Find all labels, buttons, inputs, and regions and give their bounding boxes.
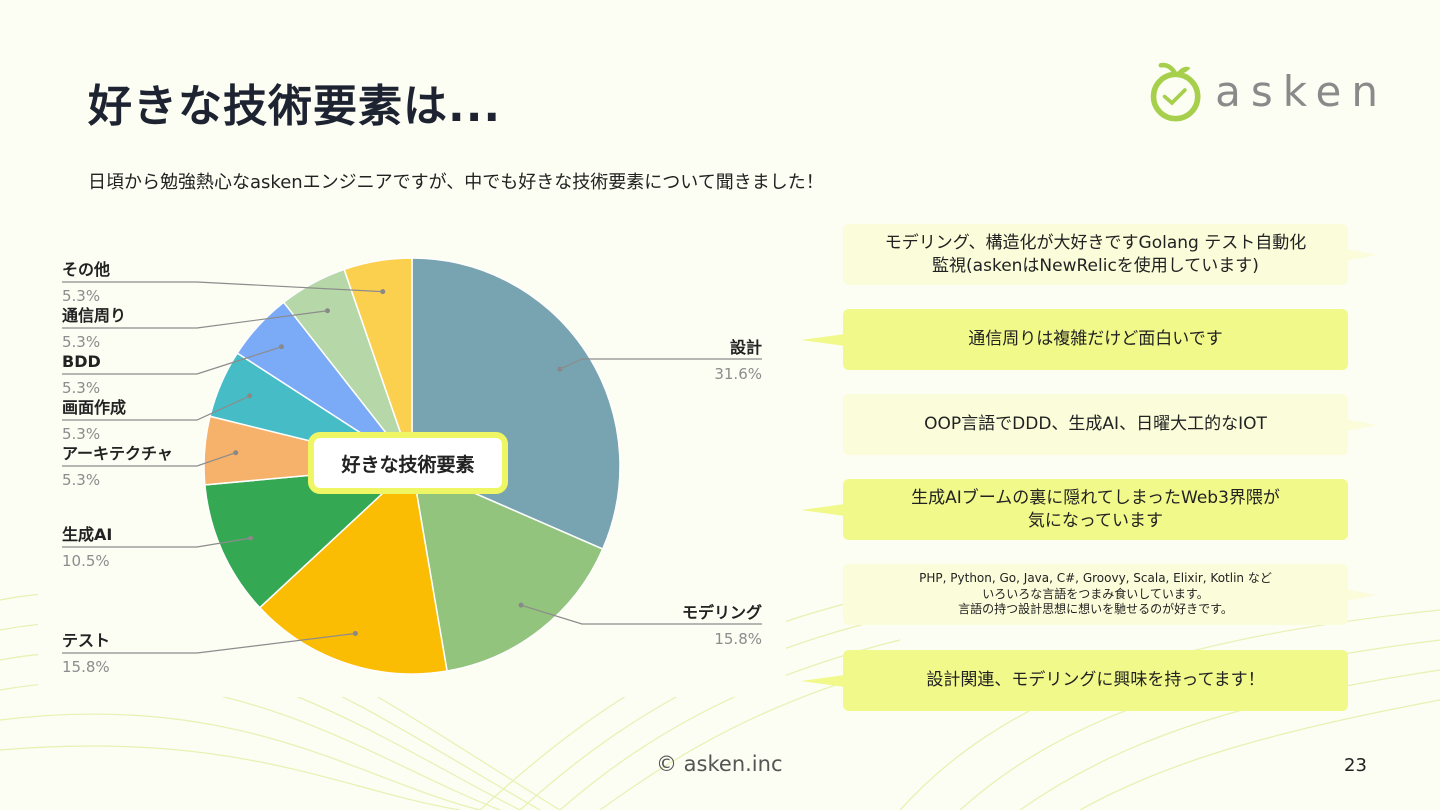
comment-bubble: 通信周りは複雑だけど面白いです [843,309,1348,370]
comment-bubble: モデリング、構造化が大好きですGolang テスト自動化 監視(askenはNe… [843,224,1348,285]
slice-label: 画面作成 [62,398,126,417]
slice-label: テスト [62,631,110,650]
comment-text: OOP言語でDDD、生成AI、日曜大工的なIOT [924,414,1267,435]
slice-value-label: 5.3% [62,425,100,443]
leader-line [62,537,251,548]
comment-text: モデリング、構造化が大好きですGolang テスト自動化 監視(askenはNe… [884,233,1307,276]
slice-label: 通信周り [62,306,126,325]
page-number: 23 [1344,755,1367,776]
pie-slice-4 [204,465,415,609]
leader-line [62,346,282,375]
comment-text: 通信周りは複雑だけど面白いです [968,329,1223,350]
slice-value-label: 5.3% [62,379,100,397]
pie-slice-3 [258,464,448,675]
pie-chart: 設計 31.6% モデリング 15.8% テスト 15.8% 生成AI 10.5% アーキテクチ… [38,235,786,697]
slice-label: 生成AI [62,525,112,544]
leader-line [62,632,356,654]
slice-label: アーキテクチャ [62,444,173,463]
pie-slice-9 [343,257,413,467]
comment-bubble: 設計関連、モデリングに興味を持ってます！ [843,650,1348,711]
slice-label: BDD [62,352,101,371]
slice-value-label: 15.8% [714,630,762,648]
leader-line [62,310,328,329]
slice-value-label: 5.3% [62,333,100,351]
comment-bubble: PHP, Python, Go, Java, C#, Groovy, Scala… [843,564,1348,625]
page-title: 好きな技術要素は... [88,81,502,132]
comment-text: 設計関連、モデリングに興味を持ってます！ [926,670,1265,691]
leader-line [520,604,762,625]
chart-title: 好きな技術要素 [308,432,508,494]
apple-logo-icon [1150,62,1201,122]
logo-wordmark: asken [1215,66,1388,116]
comment-text: 生成AIブームの裏に隠れてしまったWeb3界隈が 気になっています [911,488,1280,531]
pie-slice-2 [411,464,604,672]
slice-value-label: 5.3% [62,287,100,305]
leader-line [62,395,250,421]
asken-logo: asken [1148,56,1388,126]
slice-value-label: 31.6% [714,365,762,383]
footer-copyright: © asken.inc [656,752,783,776]
comment-bubble: 生成AIブームの裏に隠れてしまったWeb3界隈が 気になっています [843,479,1348,540]
leader-dot [248,535,254,541]
slice-value-label: 5.3% [62,471,100,489]
comment-text: PHP, Python, Go, Java, C#, Groovy, Scala… [919,571,1272,617]
leader-line [559,358,762,370]
comment-bubble: OOP言語でDDD、生成AI、日曜大工的なIOT [843,394,1348,455]
leader-line [62,452,236,467]
subtitle: 日頃から勉強熱心なaskenエンジニアですが、中でも好きな技術要素について聞きま… [88,172,824,193]
leader-line [62,281,383,293]
slice-value-label: 10.5% [62,552,110,570]
leader-dot [233,450,239,456]
slice-label: 設計 [730,338,762,357]
slice-label: その他 [62,260,110,279]
slice-label: モデリング [682,603,762,622]
slice-value-label: 15.8% [62,658,110,676]
